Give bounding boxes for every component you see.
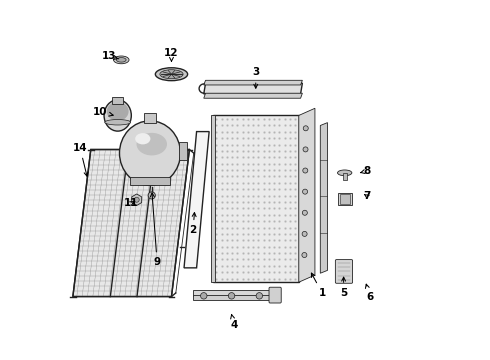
Circle shape [256, 293, 263, 299]
Polygon shape [211, 116, 215, 282]
Ellipse shape [155, 68, 188, 81]
Bar [144, 113, 156, 123]
Circle shape [302, 252, 307, 257]
Bar [338, 193, 352, 205]
Text: 8: 8 [360, 166, 370, 176]
Text: 12: 12 [164, 48, 179, 61]
Ellipse shape [338, 170, 352, 176]
Text: 9: 9 [150, 193, 161, 267]
Bar [112, 98, 123, 104]
Text: 10: 10 [93, 107, 113, 117]
Circle shape [200, 293, 207, 299]
Text: 6: 6 [366, 284, 373, 302]
Polygon shape [299, 108, 315, 282]
Bar [130, 177, 170, 185]
Text: 1: 1 [312, 273, 326, 298]
Circle shape [228, 293, 235, 299]
Polygon shape [320, 123, 327, 273]
Text: 14: 14 [73, 143, 88, 176]
Circle shape [303, 126, 308, 131]
Polygon shape [204, 93, 302, 98]
Polygon shape [184, 132, 209, 268]
Bar [340, 194, 350, 204]
Circle shape [302, 231, 307, 237]
Circle shape [303, 168, 308, 173]
Circle shape [302, 189, 308, 194]
FancyBboxPatch shape [335, 260, 353, 283]
Circle shape [302, 210, 307, 215]
Text: 4: 4 [231, 314, 238, 330]
Text: 3: 3 [252, 67, 259, 88]
Ellipse shape [117, 58, 126, 62]
Ellipse shape [135, 133, 150, 144]
Polygon shape [204, 80, 302, 85]
Ellipse shape [105, 120, 131, 125]
Text: 7: 7 [363, 191, 370, 201]
Circle shape [148, 192, 155, 199]
Polygon shape [213, 116, 299, 282]
Circle shape [134, 197, 139, 202]
Ellipse shape [104, 100, 131, 131]
Ellipse shape [137, 133, 167, 156]
Ellipse shape [160, 70, 183, 79]
Polygon shape [204, 83, 302, 94]
Text: 5: 5 [340, 277, 347, 298]
Ellipse shape [120, 121, 180, 185]
Text: 11: 11 [123, 198, 138, 208]
Bar [179, 142, 187, 160]
Text: 2: 2 [189, 213, 196, 235]
Text: 13: 13 [101, 51, 119, 61]
Bar [193, 295, 270, 300]
Bar [193, 290, 270, 296]
FancyBboxPatch shape [269, 287, 281, 303]
Ellipse shape [107, 102, 128, 121]
Circle shape [303, 147, 308, 152]
Ellipse shape [114, 56, 129, 64]
Bar [343, 173, 347, 180]
Polygon shape [73, 149, 190, 297]
